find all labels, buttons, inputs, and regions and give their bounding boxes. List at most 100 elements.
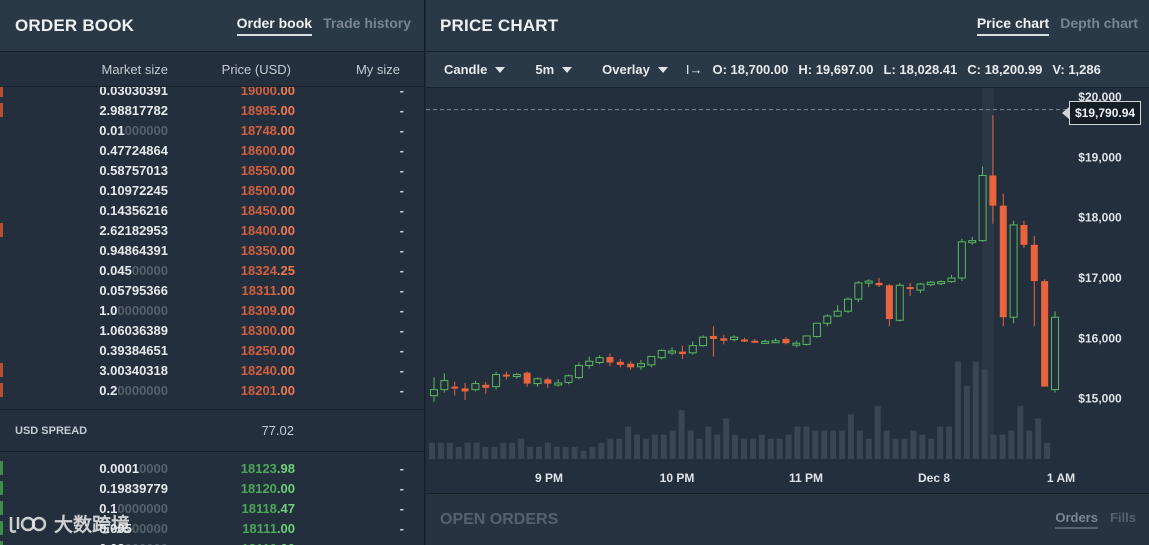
market-size: 0.02000000: [0, 541, 168, 545]
my-size: -: [399, 362, 404, 378]
my-size: -: [399, 142, 404, 158]
price: 18250.00: [240, 342, 295, 358]
bid-row[interactable]: 0.0200000018110.00-: [0, 538, 424, 545]
candle-body-up: [844, 298, 852, 312]
volume-bar: [571, 446, 578, 459]
x-tick-label: 11 PM: [789, 471, 823, 485]
volume-bar: [901, 438, 908, 459]
volume-bar: [562, 446, 569, 459]
chart-toolbar: Candle 5m Overlay I→ O: 18,700.00 H: 19,…: [426, 52, 1149, 88]
chart-type-dropdown[interactable]: Candle: [444, 62, 506, 77]
candle-body-up: [440, 380, 449, 391]
order-book-tabs: Order book Trade history: [236, 15, 411, 36]
interval-dropdown[interactable]: 5m: [535, 62, 573, 77]
candle-body-up: [812, 322, 821, 338]
ask-row[interactable]: 0.05795366 18311.00 -: [0, 280, 424, 300]
candlestick-chart[interactable]: $15,000 $16,000 $17,000 $18,000 $19,000 $20,0…: [426, 88, 1149, 493]
ohlc-close: C: 18,200.99: [967, 62, 1043, 77]
ask-row[interactable]: 0.20000000 18201.00 -: [0, 380, 424, 400]
column-price: Price (USD): [221, 61, 291, 77]
market-size: 1.00000000: [99, 302, 168, 318]
ask-row[interactable]: 0.58757013 18550.00 -: [0, 160, 424, 180]
candle-body-down: [461, 388, 469, 392]
tab-depth-chart[interactable]: Depth chart: [1060, 15, 1138, 31]
candle-body-up: [574, 364, 583, 379]
bid-row[interactable]: 0.19839779 18120.00 -: [0, 478, 424, 498]
ask-row[interactable]: 1.00000000 18309.00 -: [0, 300, 424, 320]
volume-bar: [544, 442, 551, 459]
depth-marker: [0, 481, 3, 495]
volume-bar: [696, 438, 703, 459]
candle-body-down: [523, 372, 531, 384]
candle-body-up: [595, 357, 604, 363]
ask-row[interactable]: 0.14356216 18450.00 -: [0, 200, 424, 220]
volume-bar: [1035, 418, 1042, 459]
price: 18324.25: [240, 262, 295, 278]
volume-bar: [910, 430, 917, 459]
bid-row[interactable]: 0.00500000 18111.00 -: [0, 518, 424, 538]
tab-orders[interactable]: Orders: [1055, 510, 1098, 529]
ask-row[interactable]: 0.04500000 18324.25 -: [0, 260, 424, 280]
ask-row[interactable]: 0.10972245 18500.00 -: [0, 180, 424, 200]
volume-bar: [928, 438, 935, 459]
jump-to-latest-icon[interactable]: I→: [685, 62, 703, 77]
tab-fills[interactable]: Fills: [1109, 510, 1136, 525]
candle-body-up: [430, 389, 438, 397]
volume-bar: [482, 446, 489, 459]
volume-bar: [464, 442, 471, 459]
candle-body-up: [1009, 224, 1018, 318]
tab-price-chart[interactable]: Price chart: [976, 15, 1050, 36]
spread-label: USD SPREAD: [15, 424, 88, 437]
volume-bar: [972, 361, 979, 459]
volume-bar: [589, 446, 596, 459]
price: 18311.00: [241, 282, 295, 298]
price: 18123.98: [240, 460, 295, 476]
candle-body-down: [709, 335, 717, 339]
ohlc-open: O: 18,700.00: [712, 62, 789, 77]
volume-bar: [527, 446, 534, 459]
ask-row[interactable]: 0.01000000 18748.00 -: [0, 120, 424, 140]
watermark-text: 大数跨境: [54, 515, 131, 536]
ask-row[interactable]: 0.03030391 19000.00 -: [0, 87, 424, 100]
market-size: 0.39384651: [99, 342, 168, 358]
tab-order-book[interactable]: Order book: [236, 15, 313, 36]
my-size: -: [399, 102, 404, 118]
volume-bar: [954, 361, 961, 459]
market-size: 0.00010000: [99, 460, 168, 476]
candle-body-down: [451, 386, 459, 389]
ask-row[interactable]: 2.98817782 18985.00 -: [0, 100, 424, 120]
my-size: -: [399, 302, 404, 318]
volume-bar: [758, 434, 765, 459]
ask-row[interactable]: 0.39384651 18250.00 -: [0, 340, 424, 360]
overlay-dropdown[interactable]: Overlay: [602, 62, 668, 77]
volume-bar: [847, 414, 854, 459]
my-size: -: [399, 460, 404, 476]
my-size: -: [399, 480, 404, 496]
my-size: -: [399, 382, 404, 398]
volume-bar: [803, 426, 810, 459]
candle-body-down: [544, 379, 552, 384]
volume-bar: [732, 434, 739, 459]
price: 18400.00: [240, 222, 295, 238]
volume-bar: [473, 442, 480, 459]
price: 19000.00: [240, 87, 295, 98]
volume-bar: [642, 438, 649, 459]
market-size: 0.14356216: [99, 202, 168, 218]
candle-body-down: [999, 205, 1007, 318]
ask-row[interactable]: 0.94864391 18350.00 -: [0, 240, 424, 260]
market-size: 1.06036389: [99, 322, 168, 338]
ask-row[interactable]: 2.62182953 18400.00 -: [0, 220, 424, 240]
ask-row[interactable]: 0.47724864 18600.00 -: [0, 140, 424, 160]
candle-body-down: [1020, 224, 1028, 245]
tab-trade-history[interactable]: Trade history: [323, 15, 411, 31]
volume-bar: [919, 434, 926, 459]
ask-row[interactable]: 1.06036389 18300.00 -: [0, 320, 424, 340]
candle-body-down: [606, 357, 614, 363]
candle-body-down: [1041, 281, 1049, 387]
candle-body-up: [668, 350, 677, 354]
volume-bar: [830, 430, 837, 459]
bid-row[interactable]: 0.10000000 18118.47 -: [0, 498, 424, 518]
candle-body-up: [792, 342, 801, 346]
ask-row[interactable]: 3.00340318 18240.00 -: [0, 360, 424, 380]
bid-row[interactable]: 0.00010000 18123.98 -: [0, 458, 424, 478]
